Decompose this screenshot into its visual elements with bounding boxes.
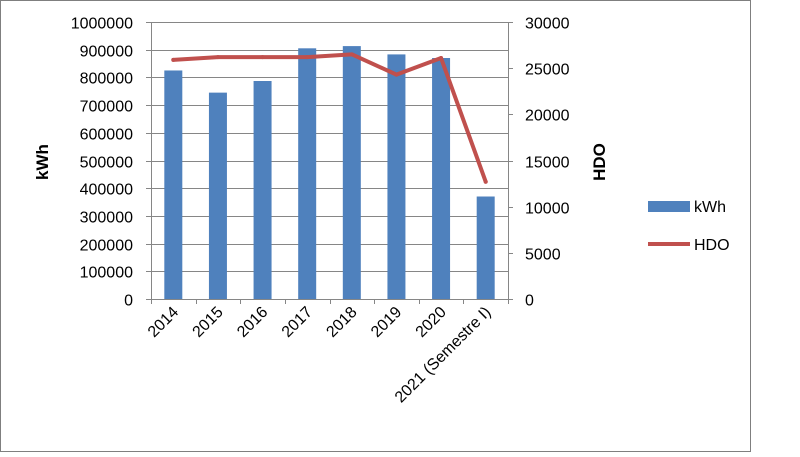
- y-tick-label-left: 800000: [80, 71, 133, 88]
- hdo-point: [305, 55, 310, 60]
- hdo-line: [171, 52, 488, 184]
- y-tick-label-right: 10000: [525, 201, 570, 218]
- y-axis-title-left: kWh: [33, 144, 52, 180]
- y-tick-label-left: 0: [124, 293, 133, 310]
- hdo-point: [483, 179, 488, 184]
- bar-kwh: [432, 58, 451, 300]
- bar-kwh: [298, 48, 317, 299]
- y-tick-label-left: 200000: [80, 238, 133, 255]
- y-tick-label-left: 400000: [80, 182, 133, 199]
- bar-kwh: [387, 54, 406, 300]
- bar-kwh: [253, 81, 272, 299]
- y-tick-label-left: 700000: [80, 99, 133, 116]
- y-tick-label-left: 500000: [80, 155, 133, 172]
- y-tick-label-right: 30000: [525, 16, 570, 33]
- hdo-point: [439, 56, 444, 61]
- y-tick-label-right: 0: [525, 293, 534, 310]
- y-tick-label-left: 100000: [80, 265, 133, 282]
- hdo-point: [171, 57, 176, 62]
- bar-kwh: [476, 196, 495, 299]
- hdo-point: [215, 55, 220, 60]
- legend-swatch-kwh: [648, 201, 690, 212]
- y-tick-label-left: 600000: [80, 127, 133, 144]
- bar-kwh: [164, 70, 183, 299]
- hdo-line-layer: [171, 52, 488, 184]
- y-tick-label-right: 15000: [525, 155, 570, 172]
- y-axis-title-right: HDO: [590, 143, 609, 181]
- bar-kwh: [342, 46, 361, 299]
- y-tick-label-right: 25000: [525, 62, 570, 79]
- y-tick-label-right: 5000: [525, 247, 561, 264]
- y-tick-label-left: 300000: [80, 210, 133, 227]
- y-tick-label-left: 900000: [80, 44, 133, 61]
- legend-label-hdo: HDO: [694, 237, 730, 254]
- kwh-bars: [164, 46, 495, 300]
- y-tick-label-left: 1000000: [71, 16, 133, 33]
- hdo-point: [260, 55, 265, 60]
- y-tick-label-right: 20000: [525, 108, 570, 125]
- hdo-point: [394, 72, 399, 77]
- hdo-point: [349, 52, 354, 57]
- legend: kWh HDO: [648, 199, 730, 254]
- chart-border: [0, 0, 751, 452]
- bar-kwh: [208, 92, 227, 299]
- legend-label-kwh: kWh: [694, 199, 726, 216]
